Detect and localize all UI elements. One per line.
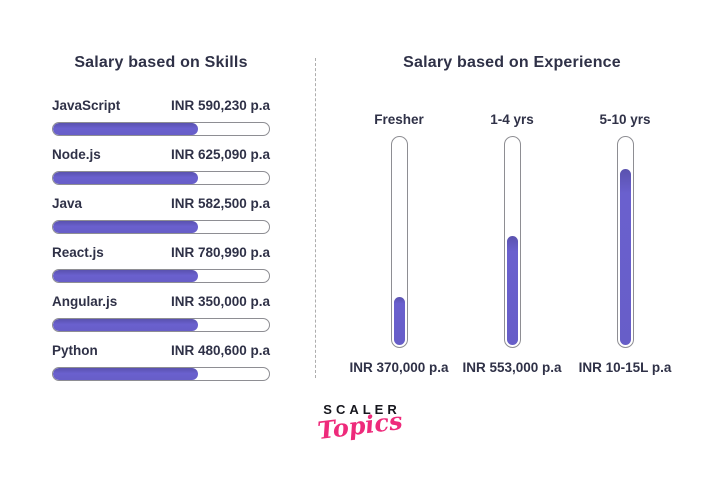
skill-row-labels: React.js INR 780,990 p.a <box>52 244 270 262</box>
skill-progress-fill <box>53 319 198 331</box>
skill-salary-value: INR 480,600 p.a <box>170 343 270 358</box>
skill-progress-bar <box>52 367 270 381</box>
experience-salary-value: INR 370,000 p.a <box>349 360 449 375</box>
skills-title: Salary based on Skills <box>74 54 248 71</box>
skill-row: Node.js INR 625,090 p.a <box>52 146 270 185</box>
skill-progress-bar <box>52 269 270 283</box>
skill-progress-bar <box>52 220 270 234</box>
skill-label: JavaScript <box>52 98 121 113</box>
skill-progress-fill <box>53 368 198 380</box>
skill-label: React.js <box>52 245 104 260</box>
skill-label: Node.js <box>52 147 101 162</box>
skill-salary-value: INR 625,090 p.a <box>170 147 270 162</box>
skill-row-labels: Node.js INR 625,090 p.a <box>52 146 270 164</box>
skill-row-labels: Python INR 480,600 p.a <box>52 342 270 360</box>
thermometer-fill <box>393 296 405 345</box>
experience-columns: Fresher INR 370,000 p.a 1-4 yrs INR 553,… <box>345 111 679 375</box>
skill-row: JavaScript INR 590,230 p.a <box>52 97 270 136</box>
skill-salary-value: INR 582,500 p.a <box>170 196 270 211</box>
experience-panel: Salary based on Experience Fresher INR 3… <box>345 53 679 375</box>
skill-row-labels: Angular.js INR 350,000 p.a <box>52 293 270 311</box>
skill-row: React.js INR 780,990 p.a <box>52 244 270 283</box>
thermometer-bar <box>503 136 521 348</box>
dashed-divider <box>315 58 316 378</box>
thermometer-fill <box>506 235 518 345</box>
skill-row: Java INR 582,500 p.a <box>52 195 270 234</box>
skill-progress-fill <box>53 270 198 282</box>
scaler-topics-logo: SCALER Topics <box>316 402 404 445</box>
skill-progress-fill <box>53 221 198 233</box>
skill-label: Java <box>52 196 83 211</box>
thermometer-bar <box>616 136 634 348</box>
logo-sub-text: Topics <box>315 405 404 446</box>
skill-row-labels: Java INR 582,500 p.a <box>52 195 270 213</box>
skill-progress-bar <box>52 171 270 185</box>
experience-title: Salary based on Experience <box>403 54 621 71</box>
skill-label: Python <box>52 343 98 358</box>
experience-column: Fresher INR 370,000 p.a <box>345 111 453 375</box>
skill-progress-bar <box>52 318 270 332</box>
skill-salary-value: INR 780,990 p.a <box>170 245 270 260</box>
experience-salary-value: INR 553,000 p.a <box>462 360 562 375</box>
thermometer-fill <box>619 168 631 345</box>
skill-row: Python INR 480,600 p.a <box>52 342 270 381</box>
skill-label: Angular.js <box>52 294 118 309</box>
experience-salary-value: INR 10-15L p.a <box>578 360 672 375</box>
skill-salary-value: INR 350,000 p.a <box>170 294 270 309</box>
skill-salary-value: INR 590,230 p.a <box>170 98 270 113</box>
experience-label: 1-4 yrs <box>490 112 534 127</box>
skill-row: Angular.js INR 350,000 p.a <box>52 293 270 332</box>
skill-progress-fill <box>53 172 198 184</box>
skill-row-labels: JavaScript INR 590,230 p.a <box>52 97 270 115</box>
skill-progress-fill <box>53 123 198 135</box>
logo-brand-text: SCALER <box>323 402 401 417</box>
experience-column: 1-4 yrs INR 553,000 p.a <box>458 111 566 375</box>
skill-progress-bar <box>52 122 270 136</box>
thermometer-bar <box>390 136 408 348</box>
skills-panel: Salary based on Skills JavaScript INR 59… <box>52 53 270 391</box>
experience-column: 5-10 yrs INR 10-15L p.a <box>571 111 679 375</box>
experience-label: Fresher <box>374 112 424 127</box>
experience-label: 5-10 yrs <box>599 112 651 127</box>
